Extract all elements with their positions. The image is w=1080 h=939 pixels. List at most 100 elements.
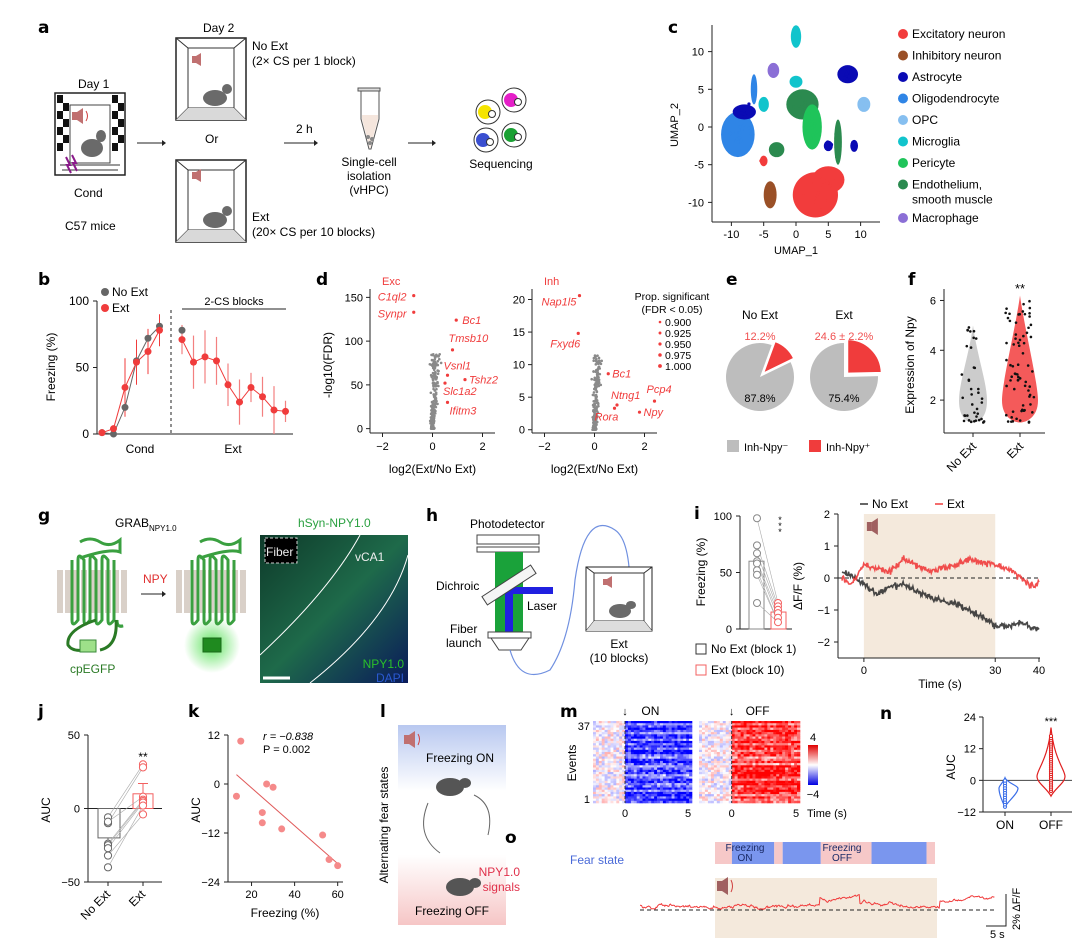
heatmap-cell (776, 774, 780, 777)
gene-label: Tshz2 (469, 375, 498, 387)
y-tick-label: 0 (357, 424, 363, 436)
heatmap-cell (758, 763, 762, 766)
heatmap-cell (627, 772, 632, 775)
heatmap-cell (776, 796, 780, 799)
heatmap-cell (710, 763, 715, 766)
cell-point (849, 72, 853, 76)
heatmap-cell (639, 774, 643, 777)
heatmap-cell (740, 723, 744, 726)
heatmap-cell (593, 745, 597, 748)
heatmap-cell (683, 798, 687, 802)
heatmap-cell (734, 791, 738, 795)
heatmap-cell (625, 796, 629, 799)
heatmap-cell (749, 783, 753, 786)
heatmap-cell (699, 756, 703, 759)
heatmap-cell (654, 769, 658, 773)
heatmap-cell (788, 734, 792, 737)
heatmap-cell (598, 756, 602, 759)
heatmap-cell (613, 725, 617, 728)
heatmap-cell (797, 754, 801, 757)
heatmap-cell (731, 796, 735, 799)
heatmap-cell (689, 721, 693, 724)
heatmap-cell (598, 783, 602, 786)
sig-gene-point (576, 331, 580, 335)
heatmap-cell (782, 774, 786, 777)
heatmap-cell (770, 752, 774, 755)
heatmap-cell (604, 800, 608, 804)
heatmap-cell (619, 756, 623, 759)
heatmap-cell (660, 769, 664, 773)
heatmap-cell (713, 740, 718, 744)
heatmap-cell (636, 758, 640, 762)
heatmap-cell (610, 789, 614, 793)
heatmap-cell (657, 789, 661, 793)
heatmap-cell (625, 758, 629, 762)
heatmap-cell (782, 796, 786, 799)
heatmap-cell (782, 780, 786, 784)
sig-gene-point (637, 410, 642, 414)
heatmap-cell (598, 745, 602, 748)
heatmap-cell (767, 789, 771, 793)
heatmap-cell (610, 798, 614, 802)
heatmap-cell (702, 758, 706, 762)
heatmap-cell (595, 758, 600, 762)
sig-gene-point (412, 310, 416, 314)
channel-dapi-label: DAPI (376, 671, 404, 685)
heatmap-cell (680, 747, 684, 751)
heatmap-cell (627, 756, 632, 759)
heatmap-cell (633, 769, 637, 773)
heatmap-cell (598, 752, 602, 755)
heatmap-cell (764, 723, 768, 726)
cell-point (813, 196, 817, 201)
heatmap-cell (601, 791, 605, 795)
heatmap-cell (619, 767, 623, 770)
heatmap-cell (752, 734, 756, 737)
heatmap-cell (716, 780, 721, 784)
heatmap-cell (686, 743, 690, 746)
heatmap-cell (797, 727, 801, 731)
heatmap-cell (785, 754, 789, 757)
heatmap-cell (710, 772, 715, 775)
colorbar-min: −4 (807, 789, 820, 801)
y-axis-label: -log10(FDR) (321, 332, 335, 398)
gene-point (429, 363, 433, 366)
heatmap-cell (728, 791, 732, 795)
heatmap-cell (601, 756, 605, 759)
heatmap-cell (755, 740, 759, 744)
heatmap-cell (755, 763, 759, 766)
heatmap-cell (743, 798, 747, 802)
legend-marker (898, 213, 908, 223)
heatmap-cell (743, 787, 747, 790)
heatmap-cell (743, 783, 747, 786)
heatmap-cell (622, 794, 626, 797)
gene-point (439, 361, 443, 365)
heatmap-cell (785, 727, 789, 731)
heatmap-cell (598, 785, 602, 788)
heatmap-cell (710, 754, 715, 757)
heatmap-cell (776, 729, 780, 733)
heatmap-cell (764, 783, 768, 786)
heatmap-cell (598, 749, 602, 753)
heatmap-cell (683, 760, 687, 764)
heatmap-cell (677, 772, 681, 775)
heatmap-cell (716, 745, 721, 748)
heatmap-cell (743, 723, 747, 726)
heatmap-cell (785, 756, 789, 759)
cell-point (736, 140, 740, 144)
heatmap-cell (636, 740, 640, 744)
cell-point (774, 146, 779, 151)
heatmap-cell (610, 767, 614, 770)
heatmap-cell (654, 787, 658, 790)
cell-point (768, 188, 772, 192)
heatmap-cell (616, 721, 620, 724)
heatmap-cell (779, 723, 783, 726)
heatmap-cell (595, 749, 600, 753)
y-tick-label: 0 (519, 425, 525, 437)
data-point (1023, 312, 1027, 316)
scale-x-label: 5 s (990, 929, 1005, 939)
heatmap-cell (773, 798, 777, 802)
heatmap-cell (788, 769, 792, 773)
heatmap-cell (752, 800, 756, 804)
